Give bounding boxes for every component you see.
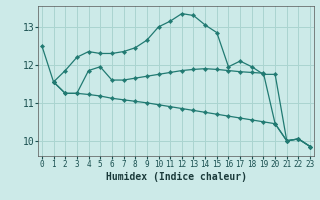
- X-axis label: Humidex (Indice chaleur): Humidex (Indice chaleur): [106, 172, 246, 182]
